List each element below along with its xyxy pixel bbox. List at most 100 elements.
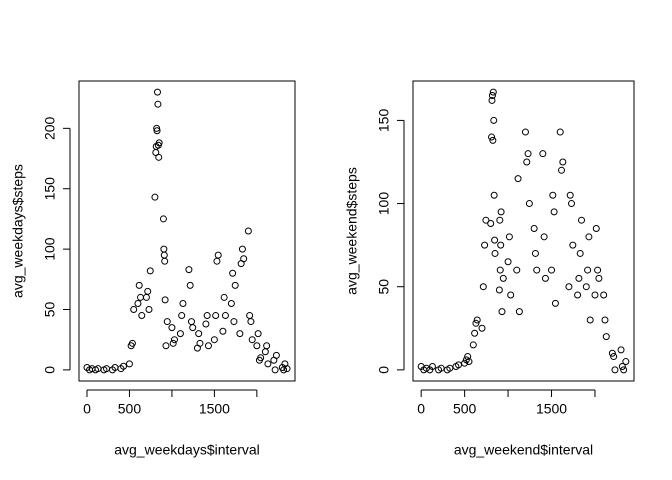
point — [539, 150, 547, 158]
point — [617, 346, 625, 354]
point — [496, 216, 504, 224]
point — [254, 330, 262, 338]
x-axis-title: avg_weekend$interval — [454, 442, 593, 458]
point — [601, 316, 609, 324]
point — [283, 365, 291, 373]
point — [559, 158, 567, 166]
point — [240, 255, 248, 263]
x-tick-label: 0 — [417, 401, 425, 417]
point — [495, 286, 503, 294]
point — [204, 342, 212, 350]
point — [161, 257, 169, 265]
point — [221, 312, 229, 320]
point — [263, 342, 271, 350]
point — [514, 175, 522, 183]
point — [120, 362, 128, 370]
point — [230, 318, 238, 326]
point — [472, 319, 480, 327]
point — [178, 312, 186, 320]
point — [162, 342, 170, 350]
point — [455, 361, 463, 369]
point — [565, 283, 573, 291]
point — [169, 339, 177, 347]
point — [488, 91, 496, 99]
point — [163, 318, 171, 326]
point — [186, 281, 194, 289]
point — [236, 330, 244, 338]
point — [134, 299, 142, 307]
point — [618, 363, 626, 371]
x-tick-label: 500 — [118, 401, 142, 417]
point — [479, 283, 487, 291]
point — [622, 358, 630, 366]
point — [464, 353, 472, 361]
point — [569, 241, 577, 249]
point — [202, 320, 210, 328]
point — [214, 251, 222, 259]
point — [195, 330, 203, 338]
y-tick-label: 100 — [376, 192, 392, 216]
x-tick-label: 1500 — [199, 401, 230, 417]
point — [128, 339, 136, 347]
point — [575, 274, 583, 282]
y-tick-label: 150 — [376, 109, 392, 133]
point — [213, 257, 221, 265]
x-tick-label: 1500 — [536, 401, 567, 417]
point — [584, 266, 592, 274]
point — [530, 225, 538, 233]
point — [482, 216, 490, 224]
point — [498, 308, 506, 316]
point — [271, 366, 279, 374]
point — [161, 296, 169, 304]
point — [231, 281, 239, 289]
point — [608, 349, 616, 357]
point — [238, 245, 246, 253]
point — [497, 208, 505, 216]
point — [179, 299, 187, 307]
y-tick-label: 50 — [42, 302, 58, 318]
point — [257, 354, 265, 362]
point — [196, 339, 204, 347]
point — [130, 306, 138, 314]
point — [576, 249, 584, 257]
point — [491, 236, 499, 244]
point — [548, 266, 556, 274]
point — [125, 360, 133, 368]
point — [594, 266, 602, 274]
point — [566, 191, 574, 199]
point — [145, 306, 153, 314]
point — [246, 312, 254, 320]
point — [203, 312, 211, 320]
point — [523, 158, 531, 166]
point — [189, 324, 197, 332]
point — [220, 293, 228, 301]
point — [244, 227, 252, 235]
point — [595, 274, 603, 282]
point — [473, 316, 481, 324]
x-tick-label: 0 — [83, 401, 91, 417]
point — [524, 150, 532, 158]
point — [602, 333, 610, 341]
point — [600, 291, 608, 299]
y-axis-title: avg_weekend$steps — [344, 167, 360, 295]
point — [261, 348, 269, 356]
point — [490, 191, 498, 199]
point — [142, 293, 150, 301]
point — [253, 342, 261, 350]
point — [505, 233, 513, 241]
point — [525, 200, 533, 208]
point — [551, 299, 559, 307]
point — [160, 251, 168, 259]
point — [556, 128, 564, 136]
point — [578, 216, 586, 224]
point — [568, 200, 576, 208]
point — [437, 364, 445, 372]
point — [499, 274, 507, 282]
point — [210, 336, 218, 344]
point — [491, 249, 499, 257]
point — [489, 88, 497, 96]
point — [585, 233, 593, 241]
point — [582, 283, 590, 291]
point — [550, 208, 558, 216]
